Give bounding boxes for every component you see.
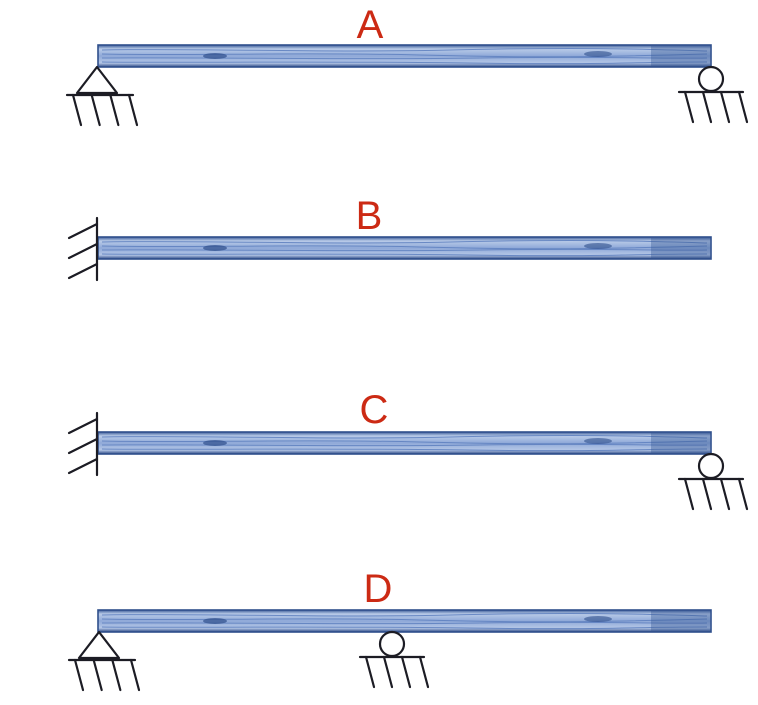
wood-knot <box>584 616 612 622</box>
ground-hatch <box>71 93 83 127</box>
beam-label-d: D <box>364 567 393 611</box>
ground-hatch <box>73 658 85 692</box>
pinned-support-left <box>67 630 141 692</box>
beam-end-shade <box>651 611 710 631</box>
wood-grain <box>101 56 708 60</box>
wood-grain <box>101 443 708 447</box>
roller-wheel <box>697 65 725 93</box>
beam-a <box>97 44 712 68</box>
ground-hatch <box>737 477 749 511</box>
wall-hatch <box>67 457 99 475</box>
ground-hatch <box>701 90 713 124</box>
ground-hatch <box>683 90 695 124</box>
ground-hatch <box>400 655 412 689</box>
wall-hatch <box>67 417 99 435</box>
ground-hatch <box>382 655 394 689</box>
ground-hatch <box>719 477 731 511</box>
pin-triangle <box>77 630 121 660</box>
roller-wheel <box>697 452 725 480</box>
ground-hatch <box>364 655 376 689</box>
roller-support-right <box>677 65 749 124</box>
fixed-wall-support-left <box>67 216 99 282</box>
ground-hatch <box>129 658 141 692</box>
roller-support-right <box>677 452 749 511</box>
wood-knot <box>584 51 612 57</box>
ground-hatch <box>418 655 430 689</box>
wood-knot <box>203 245 227 251</box>
wall-hatch <box>67 222 99 240</box>
wood-grain <box>101 612 708 617</box>
wood-grain <box>101 434 708 439</box>
ground-hatch <box>737 90 749 124</box>
beam-d-group: D <box>67 567 712 692</box>
wood-grain <box>101 626 708 630</box>
wall-hatch <box>67 262 99 280</box>
ground-hatch <box>90 93 101 127</box>
wood-grain <box>101 618 708 623</box>
pinned-support-left <box>65 65 139 127</box>
beam-c <box>97 431 712 455</box>
beam-a-group: A <box>65 3 749 127</box>
pin-triangle <box>75 65 119 95</box>
beam-label-b: B <box>356 194 383 238</box>
ground-hatch <box>127 93 139 127</box>
beam-end-shade <box>651 238 710 258</box>
wood-knot <box>203 618 227 624</box>
wood-grain <box>101 47 708 52</box>
wall-hatch <box>67 242 99 260</box>
roller-wheel <box>378 630 406 658</box>
ground-hatch <box>683 477 695 511</box>
wood-grain <box>101 448 708 452</box>
ground-hatch <box>109 93 120 127</box>
wood-grain <box>101 239 708 244</box>
beam-b-group: B <box>67 194 712 282</box>
beam-b <box>97 236 712 260</box>
ground-hatch <box>92 658 103 692</box>
wood-knot <box>203 440 227 446</box>
fixed-wall-support-left <box>67 411 99 477</box>
wood-knot <box>584 438 612 444</box>
ground-hatch <box>111 658 122 692</box>
wood-grain <box>101 621 708 625</box>
beam-label-c: C <box>360 388 389 432</box>
wood-grain <box>101 53 708 58</box>
beam-d <box>97 609 712 633</box>
wall-hatch <box>67 437 99 455</box>
wood-knot <box>203 53 227 59</box>
wood-grain <box>101 440 708 445</box>
beam-c-group: C <box>67 388 749 511</box>
roller-support-midspan <box>358 630 430 689</box>
wood-grain <box>101 253 708 257</box>
beam-label-a: A <box>357 3 384 47</box>
ground-hatch <box>719 90 731 124</box>
beam-end-shade <box>651 433 710 453</box>
beam-end-shade <box>651 46 710 66</box>
ground-hatch <box>701 477 713 511</box>
wood-grain <box>101 245 708 250</box>
wood-knot <box>584 243 612 249</box>
wood-grain <box>101 61 708 65</box>
wood-grain <box>101 248 708 252</box>
